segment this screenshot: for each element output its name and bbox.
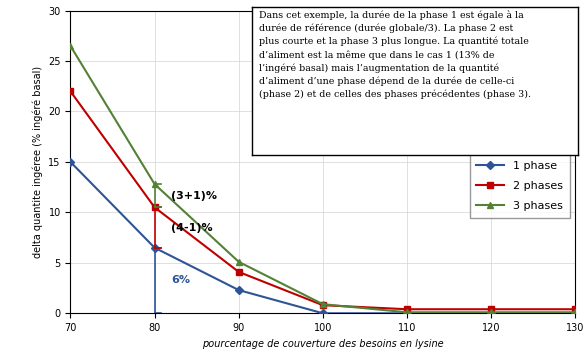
1 phase — [235, 288, 242, 292]
X-axis label: pourcentage de couverture des besoins en lysine: pourcentage de couverture des besoins en… — [202, 339, 444, 348]
3 phases — [319, 302, 326, 306]
Text: 6%: 6% — [171, 276, 190, 285]
2 phases — [572, 307, 579, 312]
1 phase — [403, 311, 410, 315]
2 phases — [235, 270, 242, 274]
Legend: 1 phase, 2 phases, 3 phases: 1 phase, 2 phases, 3 phases — [470, 155, 570, 218]
3 phases — [488, 310, 495, 314]
2 phases — [403, 307, 410, 312]
3 phases — [67, 44, 74, 48]
2 phases — [488, 307, 495, 312]
1 phase — [151, 246, 158, 250]
Line: 3 phases: 3 phases — [67, 42, 579, 316]
2 phases — [67, 89, 74, 93]
Text: (4-1)%: (4-1)% — [171, 222, 213, 233]
Line: 1 phase: 1 phase — [68, 159, 578, 316]
Y-axis label: delta quantite ingéree (% ingéré basal): delta quantite ingéree (% ingéré basal) — [32, 66, 43, 258]
3 phases — [235, 260, 242, 264]
1 phase — [488, 311, 495, 315]
Text: (3+1)%: (3+1)% — [171, 191, 217, 201]
3 phases — [572, 310, 579, 314]
1 phase — [319, 311, 326, 315]
Text: Dans cet exemple, la durée de la phase 1 est égale à la
durée de référence (duré: Dans cet exemple, la durée de la phase 1… — [259, 10, 531, 99]
Line: 2 phases: 2 phases — [68, 88, 578, 312]
3 phases — [151, 182, 158, 186]
2 phases — [151, 205, 158, 209]
2 phases — [319, 303, 326, 307]
3 phases — [403, 310, 410, 314]
1 phase — [572, 311, 579, 315]
1 phase — [67, 160, 74, 164]
